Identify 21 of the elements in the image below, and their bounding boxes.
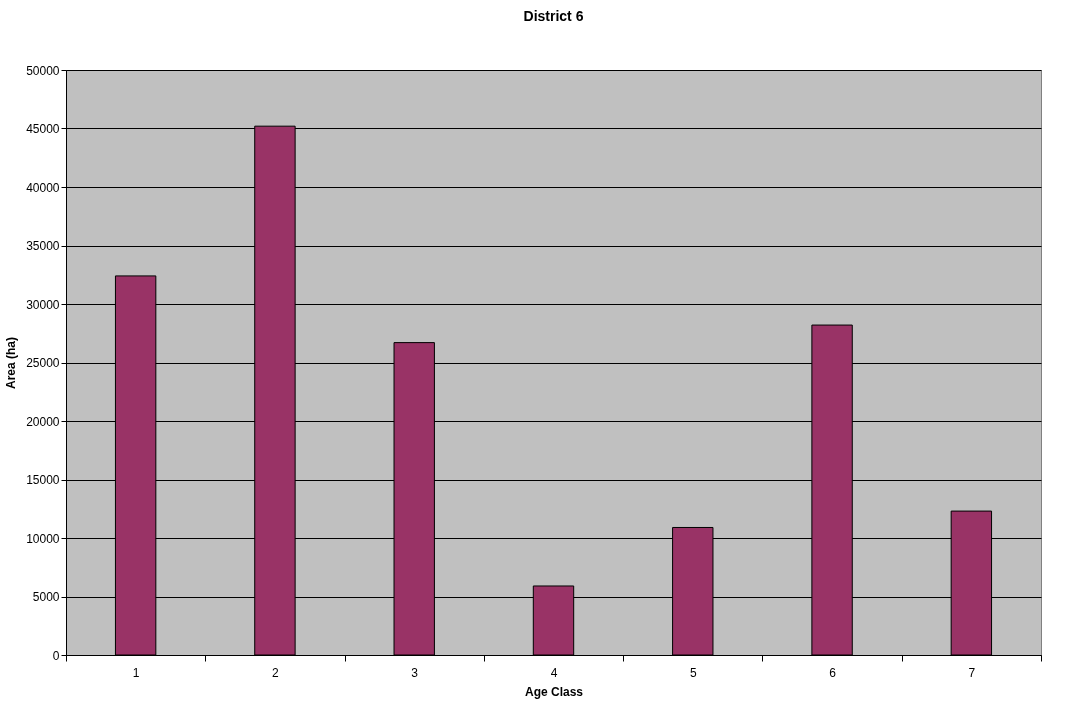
chart-title: District 6 <box>523 8 584 24</box>
y-tick-label: 5000 <box>32 590 60 604</box>
x-tick-label: 3 <box>411 665 419 680</box>
y-tick-label: 15000 <box>26 473 60 487</box>
y-tick-label: 20000 <box>26 414 60 429</box>
y-tick-label: 30000 <box>26 297 60 312</box>
y-tick-label: 35000 <box>26 239 60 253</box>
y-tick-label: 50000 <box>26 63 60 78</box>
y-tick-label: 10000 <box>26 531 60 546</box>
y-tick-label: 0 <box>52 648 60 663</box>
y-tick-label: 25000 <box>26 356 60 370</box>
x-tick-label: 5 <box>689 665 697 680</box>
y-tick-label: 40000 <box>26 180 60 195</box>
x-tick-label: 4 <box>550 665 558 680</box>
x-tick-label: 6 <box>829 665 837 680</box>
y-tick-label: 45000 <box>26 122 60 136</box>
x-axis-title: Age Class <box>524 684 584 699</box>
y-axis-title: Area (ha) <box>4 336 19 390</box>
x-tick-label: 7 <box>968 665 976 680</box>
x-tick-label: 1 <box>132 665 140 680</box>
x-tick-label: 2 <box>272 665 280 680</box>
